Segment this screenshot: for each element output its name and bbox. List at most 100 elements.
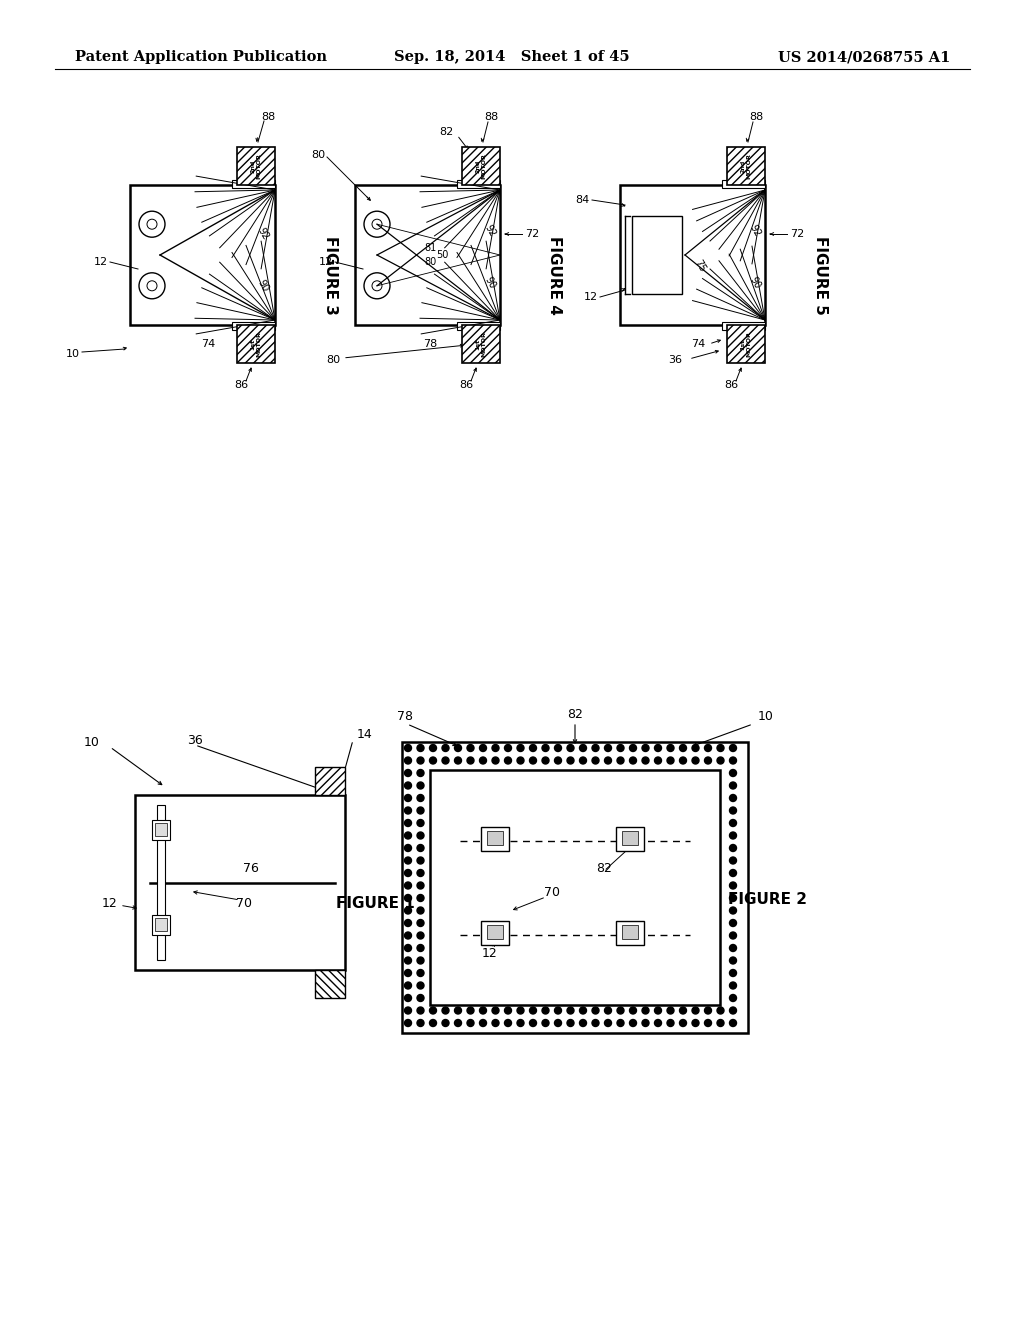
Text: 90: 90 — [256, 279, 270, 293]
Circle shape — [417, 982, 424, 989]
Circle shape — [404, 895, 412, 902]
Circle shape — [580, 1019, 587, 1027]
Text: 1st
MOTOR: 1st MOTOR — [740, 331, 752, 356]
Bar — [355, 185, 500, 325]
Text: 88: 88 — [261, 112, 275, 121]
Circle shape — [455, 756, 462, 764]
Circle shape — [492, 744, 499, 751]
Circle shape — [630, 1007, 637, 1014]
Circle shape — [667, 756, 674, 764]
Circle shape — [417, 1007, 424, 1014]
Bar — [727, 147, 765, 185]
Circle shape — [567, 756, 574, 764]
Circle shape — [517, 1007, 524, 1014]
Text: FIGURE 4: FIGURE 4 — [548, 235, 562, 314]
Circle shape — [617, 756, 624, 764]
Circle shape — [729, 820, 736, 826]
Circle shape — [455, 1007, 462, 1014]
Circle shape — [592, 756, 599, 764]
Text: 12: 12 — [94, 257, 108, 267]
Circle shape — [729, 781, 736, 789]
Bar — [727, 325, 765, 363]
Text: 92: 92 — [256, 226, 270, 242]
Text: 75: 75 — [692, 259, 708, 275]
Circle shape — [404, 957, 412, 964]
Circle shape — [580, 744, 587, 751]
Circle shape — [404, 781, 412, 789]
Bar — [616, 920, 644, 945]
Bar — [315, 970, 345, 998]
Circle shape — [630, 744, 637, 751]
Circle shape — [729, 895, 736, 902]
Circle shape — [417, 770, 424, 776]
Text: 80: 80 — [326, 355, 340, 366]
Text: 12: 12 — [482, 946, 498, 960]
Circle shape — [555, 1019, 561, 1027]
Bar — [481, 826, 509, 850]
Circle shape — [729, 756, 736, 764]
Text: 70: 70 — [237, 898, 252, 909]
Circle shape — [604, 1019, 611, 1027]
Bar — [155, 822, 167, 836]
Text: 82: 82 — [439, 127, 454, 137]
Circle shape — [642, 1007, 649, 1014]
Bar — [462, 147, 500, 185]
Bar — [315, 767, 345, 795]
Text: 88: 88 — [749, 112, 763, 121]
Circle shape — [729, 882, 736, 888]
Circle shape — [467, 744, 474, 751]
Text: 10: 10 — [84, 737, 100, 750]
Text: 74: 74 — [691, 339, 705, 348]
Text: 78: 78 — [423, 339, 437, 348]
Circle shape — [729, 857, 736, 865]
Circle shape — [417, 994, 424, 1002]
Circle shape — [404, 857, 412, 865]
Text: 82: 82 — [596, 862, 612, 875]
Circle shape — [404, 795, 412, 801]
Circle shape — [417, 969, 424, 977]
Circle shape — [517, 1019, 524, 1027]
Circle shape — [542, 744, 549, 751]
Bar — [130, 185, 275, 325]
Circle shape — [692, 1007, 699, 1014]
Bar — [481, 920, 509, 945]
Circle shape — [617, 1007, 624, 1014]
Text: 76: 76 — [243, 862, 258, 875]
Text: 36: 36 — [187, 734, 203, 747]
Circle shape — [404, 744, 412, 751]
Circle shape — [580, 756, 587, 764]
Circle shape — [592, 1019, 599, 1027]
Circle shape — [479, 1019, 486, 1027]
Circle shape — [492, 1007, 499, 1014]
Text: 36: 36 — [668, 355, 682, 366]
Text: 84: 84 — [575, 195, 590, 205]
Text: Patent Application Publication: Patent Application Publication — [75, 50, 327, 65]
Circle shape — [517, 756, 524, 764]
Text: 92: 92 — [748, 223, 763, 239]
Circle shape — [479, 756, 486, 764]
Bar — [622, 830, 638, 845]
Circle shape — [604, 756, 611, 764]
Circle shape — [680, 744, 686, 751]
Circle shape — [505, 1019, 512, 1027]
Bar — [232, 322, 275, 330]
Text: FIGURE 1: FIGURE 1 — [336, 896, 415, 911]
Circle shape — [604, 744, 611, 751]
Circle shape — [542, 756, 549, 764]
Circle shape — [404, 756, 412, 764]
Circle shape — [479, 744, 486, 751]
Text: 14: 14 — [357, 729, 373, 742]
Text: 74: 74 — [201, 339, 215, 348]
Circle shape — [417, 920, 424, 927]
Circle shape — [442, 1019, 449, 1027]
Text: 70: 70 — [544, 886, 560, 899]
Text: 80: 80 — [424, 257, 436, 267]
Circle shape — [442, 744, 449, 751]
Text: 10: 10 — [66, 348, 80, 359]
Circle shape — [404, 1007, 412, 1014]
Circle shape — [667, 1007, 674, 1014]
Circle shape — [505, 756, 512, 764]
Circle shape — [729, 832, 736, 840]
Circle shape — [467, 1007, 474, 1014]
Bar — [457, 322, 500, 330]
